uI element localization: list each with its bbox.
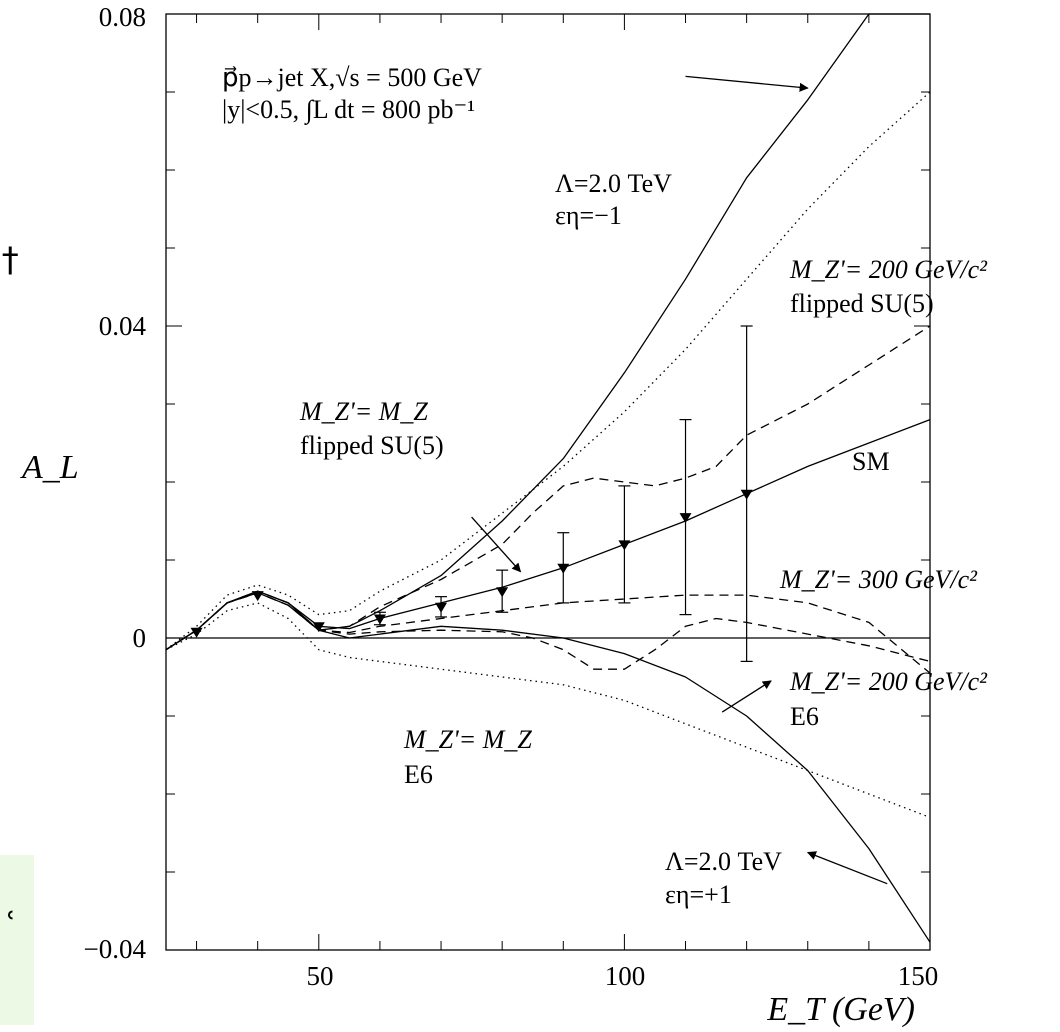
x-tick-label-100: 100 (605, 961, 646, 991)
label-lambda-minus-line1: Λ=2.0 TeV (555, 169, 672, 198)
label-arrow (806, 851, 888, 885)
data-point-marker (312, 622, 325, 633)
header-line-2: |y|<0.5, ∫L dt = 800 pb⁻¹ (222, 95, 475, 125)
green-highlight-box (0, 855, 34, 1025)
label-arrow (685, 75, 809, 92)
series-line-7-dashed (165, 592, 931, 670)
data-point-marker (740, 489, 753, 500)
label-lambda-minus-line2: εη=−1 (555, 201, 622, 230)
series-layer (165, 13, 931, 943)
y-tick-label-minus0.04: −0.04 (84, 934, 147, 964)
label-mz300: M_Z'= 300 GeV/c² (779, 565, 978, 594)
label-mz200-e6-line2: E6 (790, 702, 819, 731)
label-mz200-flipped-line1: M_Z'= 200 GeV/c² (789, 255, 988, 284)
data-point-marker (190, 627, 203, 638)
series-line-5-dashed (165, 325, 931, 651)
data-point-marker (496, 587, 509, 598)
y-tick-label-0.04: 0.04 (99, 311, 147, 341)
header-line-1: p⃗p→jet X,√s = 500 GeV (222, 63, 482, 92)
y-tick-label-0: 0 (133, 623, 147, 653)
axis-ticks (166, 13, 931, 951)
data-point-marker (251, 591, 264, 602)
label-mz-e6-line2: E6 (404, 760, 433, 789)
y-axis-title: A_L (20, 449, 79, 486)
y-tick-label-0.08: 0.08 (99, 2, 146, 32)
left-edge-glyph-top: † (0, 240, 21, 280)
data-points-layer (190, 325, 753, 663)
label-mz-e6-line1: M_Z'= M_Z (403, 725, 532, 754)
series-line-2-solid (165, 418, 931, 651)
data-point-marker (373, 614, 386, 625)
arrows-layer (471, 75, 888, 885)
data-point-marker (679, 513, 692, 524)
x-tick-label-50: 50 (307, 961, 334, 991)
label-lambda-plus-line1: Λ=2.0 TeV (665, 847, 782, 876)
plot-frame (165, 13, 931, 951)
label-mz-flipped-line2: flipped SU(5) (300, 431, 444, 460)
label-mz200-flipped-line2: flipped SU(5) (790, 289, 934, 318)
label-sm: SM (852, 447, 890, 476)
label-lambda-plus-line2: εη=+1 (665, 880, 732, 909)
label-arrow (471, 516, 522, 573)
x-tick-label-150: 150 (898, 961, 939, 991)
data-point-marker (618, 540, 631, 551)
data-point-marker (435, 602, 448, 613)
x-axis-title: E_T (GeV) (766, 991, 915, 1028)
series-line-4-dotted (165, 602, 931, 819)
series-line-1-solid (165, 592, 931, 943)
label-arrow (721, 680, 772, 713)
left-edge-glyph-bottom: ʿ (0, 905, 21, 945)
label-mz200-e6-line1: M_Z'= 200 GeV/c² (789, 667, 988, 696)
series-line-3-dotted (165, 91, 931, 651)
data-point-marker (557, 563, 570, 574)
series-line-6-dashed (165, 592, 931, 674)
label-mz-flipped-line1: M_Z'= M_Z (299, 397, 428, 426)
